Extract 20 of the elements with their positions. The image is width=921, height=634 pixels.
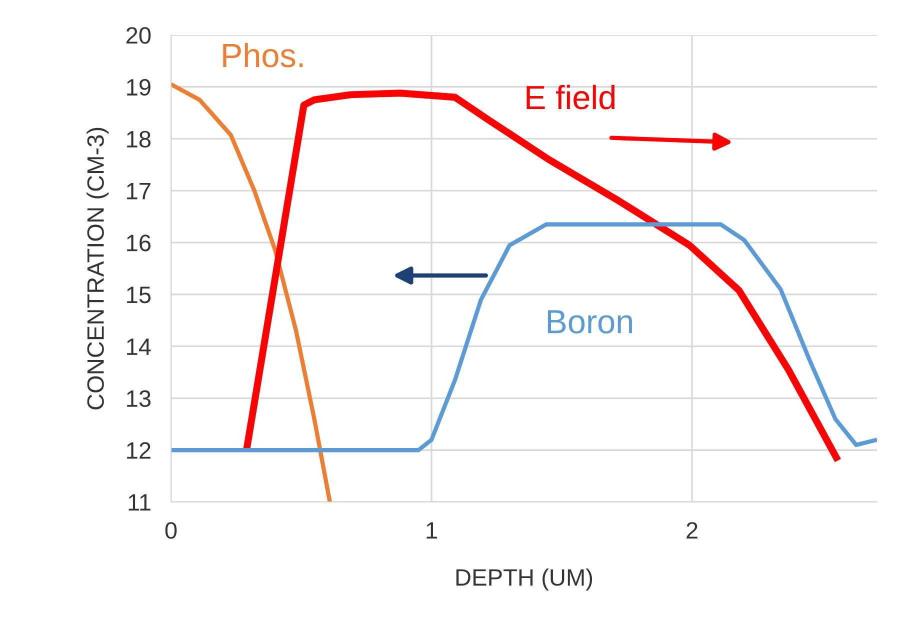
y-tick-label: 20 xyxy=(126,27,151,44)
x-tick-label: 2 xyxy=(686,522,698,539)
line-series xyxy=(171,222,877,452)
x-axis-title: DEPTH (UM) xyxy=(456,568,592,590)
line-series xyxy=(171,82,332,502)
series-label: Phos. xyxy=(223,42,303,68)
y-tick-label: 13 xyxy=(127,390,151,408)
y-tick-label: 17 xyxy=(127,182,150,200)
y-tick-label: 15 xyxy=(127,286,151,304)
y-tick-label: 14 xyxy=(127,338,151,355)
y-tick-label: 11 xyxy=(128,494,150,511)
y-tick-label: 12 xyxy=(127,442,150,459)
series-label: E field xyxy=(526,84,614,110)
x-tick-label: 1 xyxy=(426,522,437,539)
series-label: Boron xyxy=(548,310,632,334)
y-tick-label: 19 xyxy=(127,78,150,96)
y-tick-label: 18 xyxy=(127,130,151,148)
y-tick-label: 16 xyxy=(127,234,151,252)
x-tick-label: 0 xyxy=(165,522,177,539)
y-axis-title: CONCENTRATION (CM-3) xyxy=(86,128,109,410)
